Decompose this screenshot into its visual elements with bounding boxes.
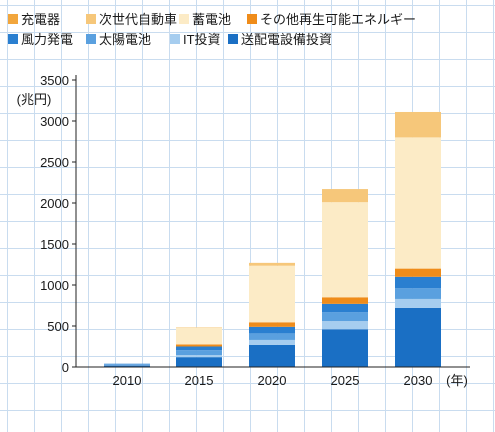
bar-segment: [395, 298, 441, 308]
bar-segment: [395, 268, 441, 277]
bar-segment: [104, 365, 150, 367]
y-tick-label: 1500: [40, 237, 69, 252]
y-tick-label: 3000: [40, 114, 69, 129]
bar-segment: [176, 355, 222, 358]
legend-swatch: [8, 14, 18, 24]
bar-segment: [395, 276, 441, 289]
legend-swatch: [179, 14, 189, 24]
legend-swatch: [86, 14, 96, 24]
bar-segment: [322, 312, 368, 322]
bar-segment: [395, 111, 441, 138]
x-unit-label: (年): [446, 373, 468, 388]
legend-swatch: [170, 34, 180, 44]
bars: [104, 111, 441, 367]
x-tick-label: 2030: [404, 373, 433, 388]
legend-label: IT投資: [183, 32, 221, 47]
legend-label: 次世代自動車: [99, 12, 177, 27]
y-tick-label: 1000: [40, 278, 69, 293]
bar-segment: [249, 326, 295, 334]
x-axis: 2010 2015 2020 2025 2030: [76, 366, 470, 388]
bar-segment: [395, 137, 441, 269]
legend-label: 太陽電池: [99, 32, 151, 47]
bar-segment: [322, 321, 368, 330]
y-tick-label: 3500: [40, 73, 69, 88]
bar-segment: [249, 344, 295, 367]
x-tick-label: 2020: [258, 373, 287, 388]
y-tick-label: 500: [47, 319, 69, 334]
y-unit-label: (兆円): [17, 92, 52, 107]
y-tick-label: 2000: [40, 196, 69, 211]
bar-segment: [176, 350, 222, 356]
bar-segment: [176, 357, 222, 367]
bar-segment: [249, 333, 295, 340]
legend-swatch: [86, 34, 96, 44]
bar-segment: [249, 339, 295, 345]
legend-label: 送配電設備投資: [241, 32, 332, 47]
legend-swatch: [247, 14, 257, 24]
y-tick-label: 0: [62, 360, 69, 375]
bar-segment: [322, 303, 368, 313]
bar-segment: [249, 262, 295, 266]
bar-segment: [322, 202, 368, 298]
bar-segment: [249, 322, 295, 327]
legend-swatch: [8, 34, 18, 44]
bar-segment: [395, 307, 441, 367]
legend-label: 蓄電池: [192, 12, 231, 27]
x-tick-label: 2010: [113, 373, 142, 388]
bar-segment: [322, 189, 368, 203]
bar-segment: [104, 364, 150, 365]
bar-segment: [176, 327, 222, 345]
legend-label: その他再生可能エネルギー: [260, 12, 416, 27]
bar-segment: [176, 346, 222, 351]
legend-label: 充電器: [21, 12, 60, 27]
y-tick-label: 2500: [40, 155, 69, 170]
legend-swatch: [228, 34, 238, 44]
y-axis: 0 500 1000 1500 2000 2500 3000 3500: [40, 73, 77, 375]
bar-segment: [249, 265, 295, 323]
bar-segment: [322, 297, 368, 304]
bar-segment: [176, 344, 222, 347]
bar-segment: [395, 288, 441, 299]
x-tick-label: 2025: [331, 373, 360, 388]
x-tick-label: 2015: [185, 373, 214, 388]
legend-label: 風力発電: [21, 32, 73, 47]
bar-segment: [322, 329, 368, 367]
